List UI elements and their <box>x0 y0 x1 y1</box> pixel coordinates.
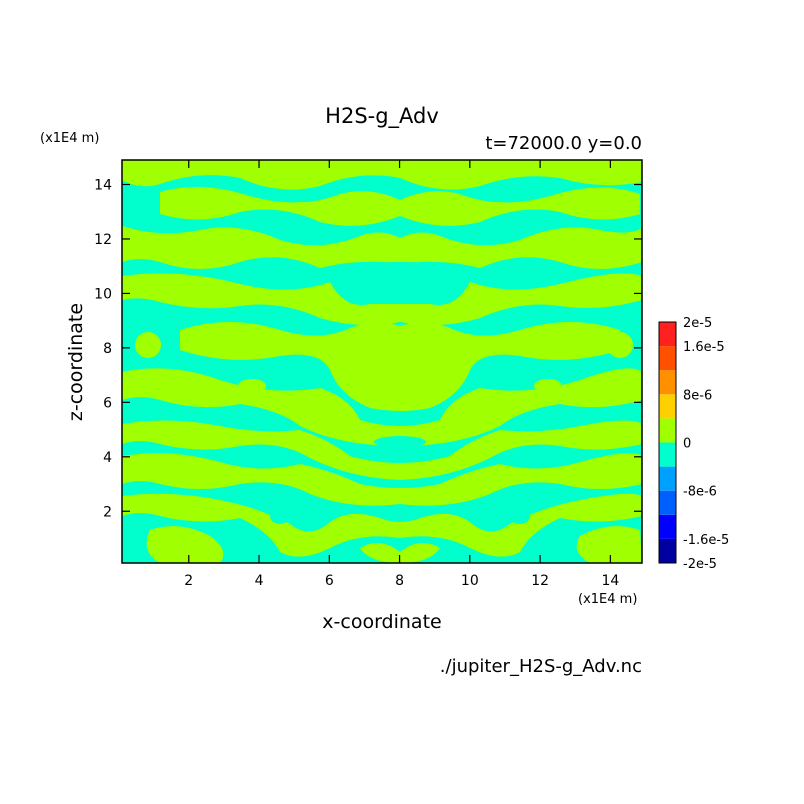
colorbar-segment <box>659 346 676 371</box>
colorbar-label: -1.6e-5 <box>683 533 729 548</box>
source-file-label: ./jupiter_H2S-g_Adv.nc <box>440 656 642 677</box>
colorbar-segment <box>659 370 676 395</box>
colorbar-segment <box>659 514 676 539</box>
x-tick-label: 8 <box>395 573 404 589</box>
x-axis-label: x-coordinate <box>322 611 441 633</box>
x-tick-label: 6 <box>325 573 334 589</box>
y-axis-label: z-coordinate <box>65 303 87 421</box>
x-axis-ticks: 2 4 6 8 10 12 14 <box>184 160 619 589</box>
chart-subtitle: t=72000.0 y=0.0 <box>485 133 642 154</box>
colorbar: -2e-5 -1.6e-5 -8e-6 0 8e-6 1.6e-5 2e-5 <box>658 316 729 572</box>
y-axis-ticks: 2 4 6 8 10 12 14 <box>94 178 642 520</box>
field-positive-regions <box>122 160 642 563</box>
x-tick-label: 12 <box>531 573 549 589</box>
x-tick-label: 2 <box>184 573 193 589</box>
colorbar-segment <box>659 442 676 467</box>
chart-title: H2S-g_Adv <box>325 104 439 129</box>
x-tick-label: 14 <box>601 573 619 589</box>
colorbar-segment <box>659 466 676 491</box>
x-unit-label: (x1E4 m) <box>578 592 637 607</box>
colorbar-label: 0 <box>683 437 691 452</box>
colorbar-segment <box>659 322 676 347</box>
y-tick-label: 4 <box>103 450 112 466</box>
colorbar-segment <box>659 538 676 563</box>
plot-frame <box>121 159 643 564</box>
field-negative-holes <box>270 262 530 524</box>
colorbar-frame <box>658 321 677 564</box>
colorbar-label: -8e-6 <box>683 485 717 500</box>
colorbar-label: 2e-5 <box>683 316 712 331</box>
y-tick-label: 6 <box>103 395 112 411</box>
y-tick-label: 12 <box>94 232 112 248</box>
y-tick-label: 8 <box>103 341 112 357</box>
y-unit-label: (x1E4 m) <box>40 131 99 146</box>
colorbar-label: -2e-5 <box>683 557 717 572</box>
y-tick-label: 10 <box>94 286 112 302</box>
colorbar-label: 8e-6 <box>683 388 712 403</box>
x-tick-label: 4 <box>255 573 264 589</box>
colorbar-segment <box>659 490 676 515</box>
y-tick-label: 2 <box>103 504 112 520</box>
y-tick-label: 14 <box>94 178 112 194</box>
heatmap-field <box>122 160 642 563</box>
colorbar-label: 1.6e-5 <box>683 340 725 355</box>
x-tick-label: 10 <box>461 573 479 589</box>
colorbar-segment <box>659 394 676 419</box>
colorbar-segment <box>659 418 676 443</box>
